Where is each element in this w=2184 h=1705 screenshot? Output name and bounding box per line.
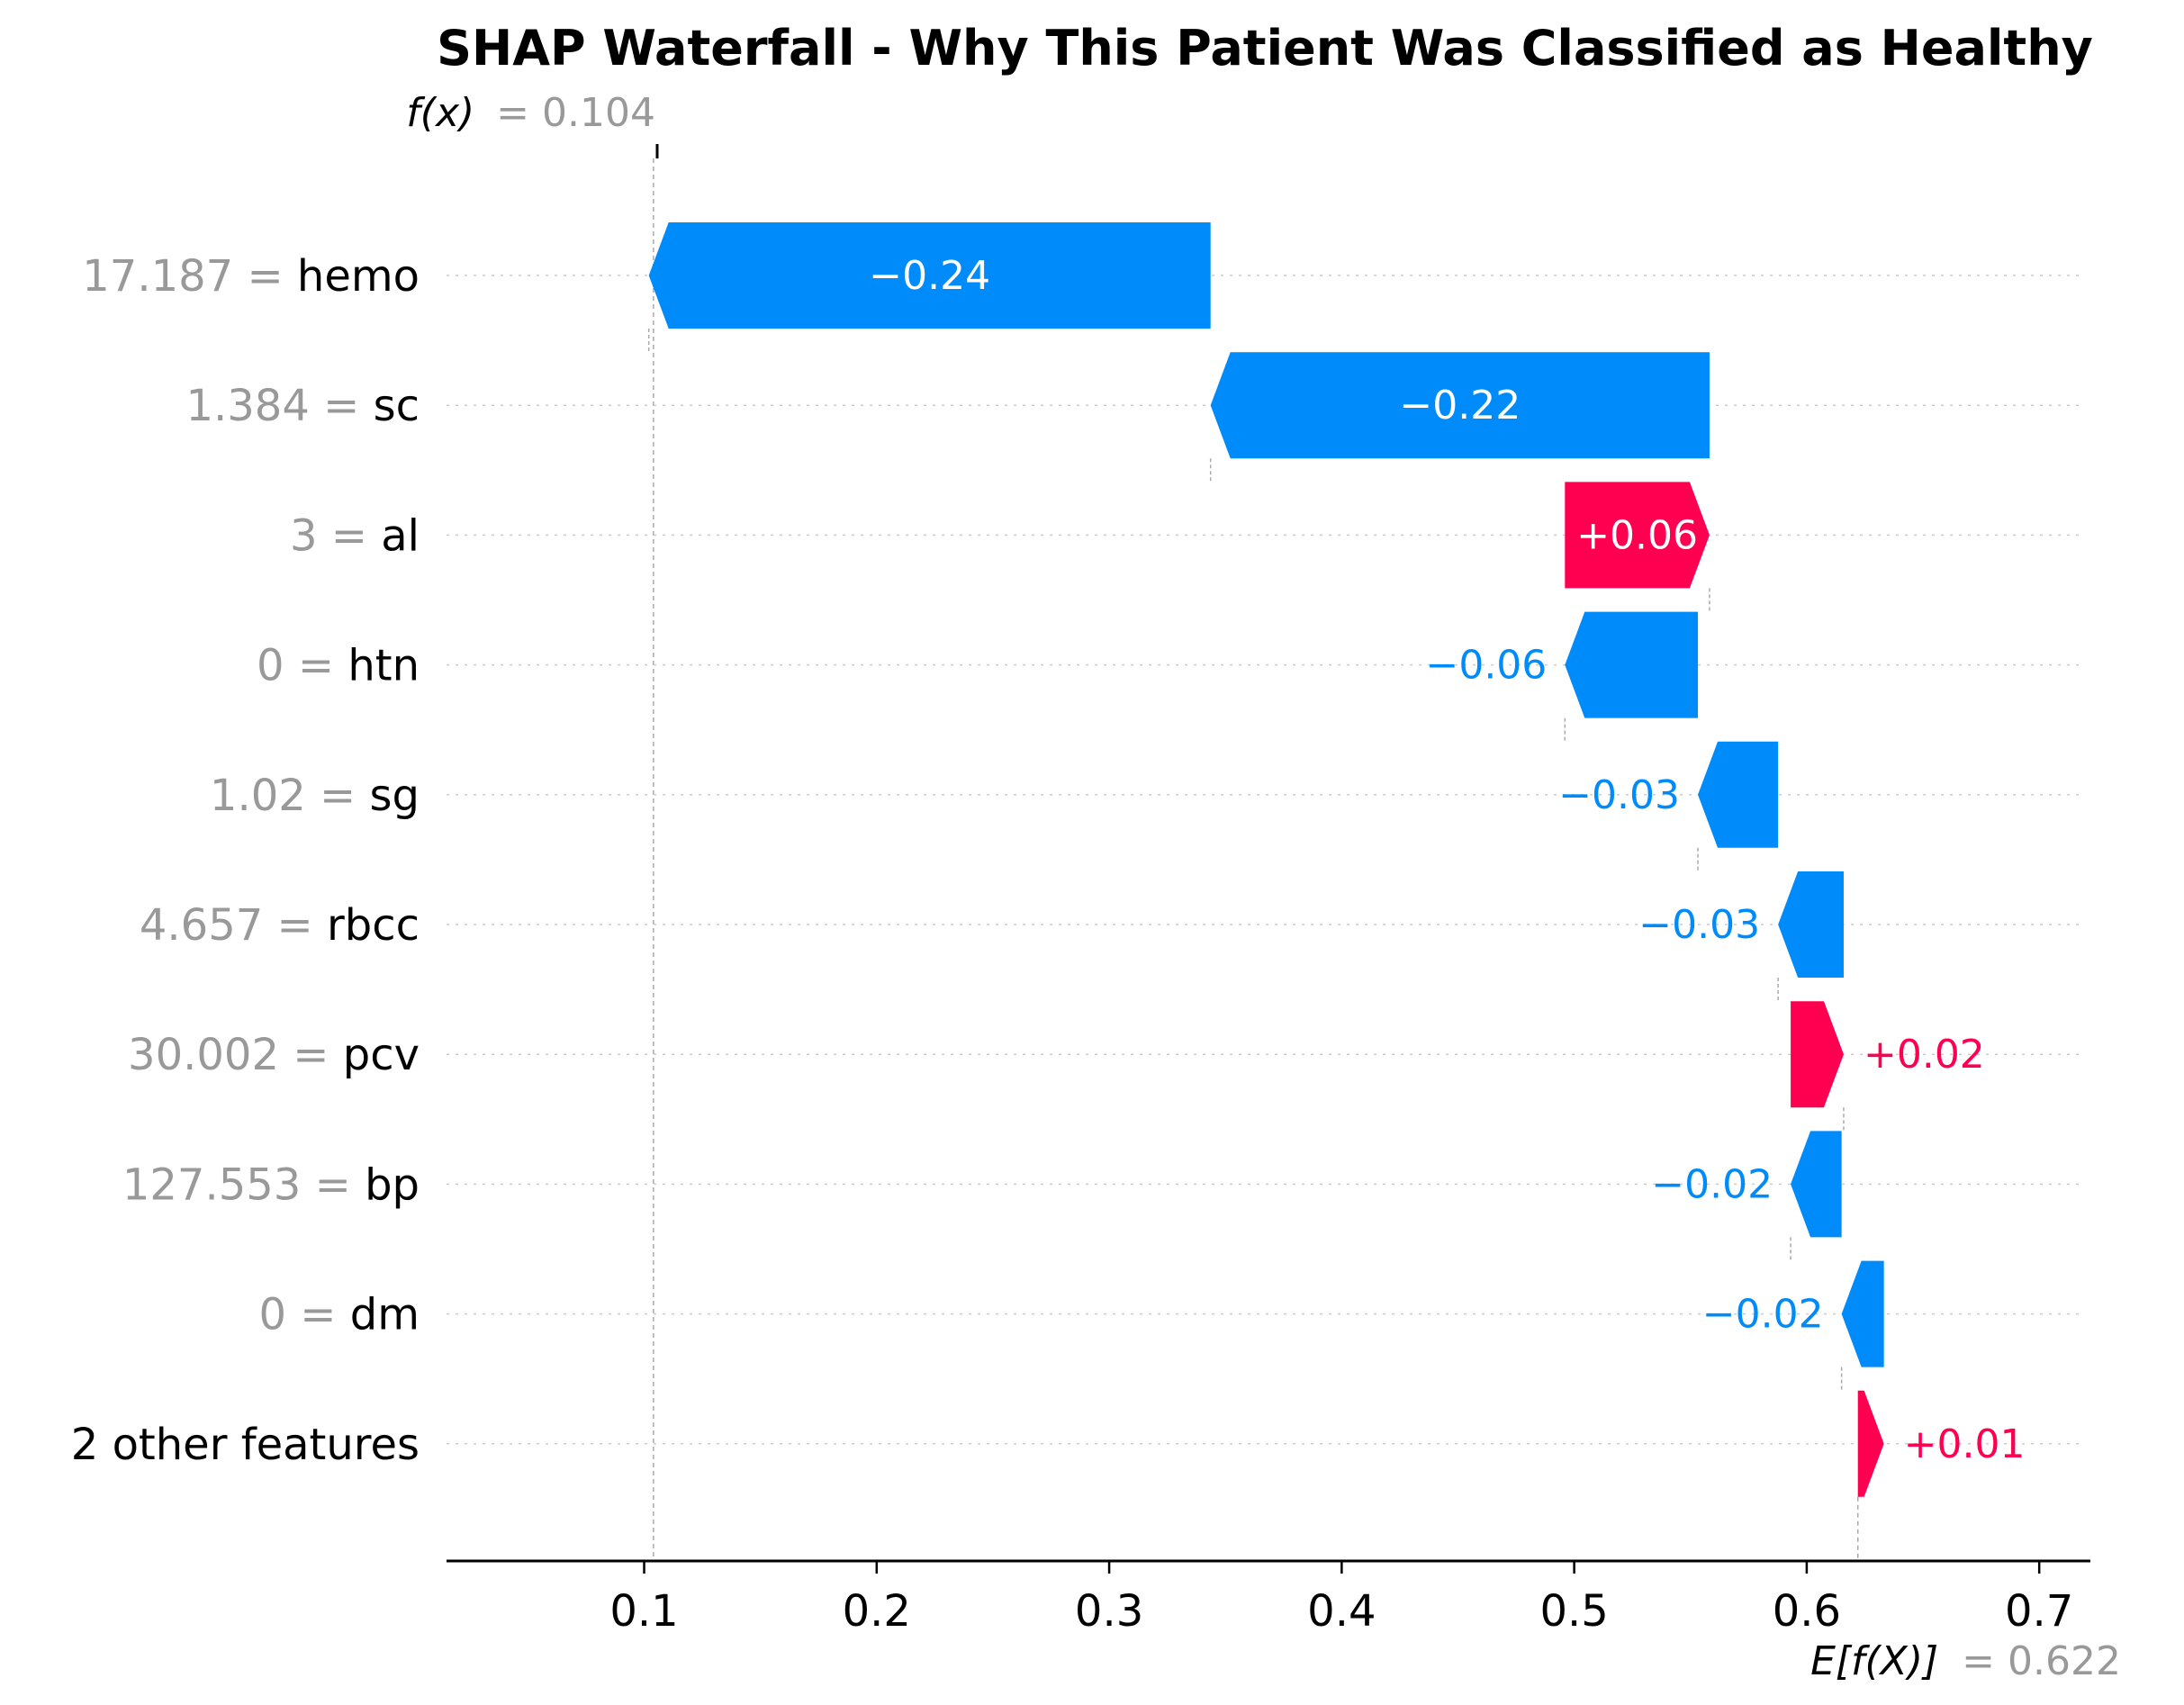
feature-name: htn	[347, 641, 420, 691]
feature-label-2-other-features: 2 other features	[71, 1420, 420, 1470]
expected-symbol: E[f(X)]	[1810, 1638, 1938, 1684]
value-label-sc: −0.22	[1399, 383, 1521, 429]
bar-dm	[1841, 1260, 1884, 1367]
value-label-hemo: −0.24	[869, 253, 990, 299]
feature-label-bp: 127.553 = bp	[122, 1159, 420, 1210]
feature-name: pcv	[343, 1030, 420, 1080]
x-tick-label: 0.3	[1075, 1586, 1143, 1637]
feature-name: hemo	[297, 251, 420, 302]
value-labels: −0.24 −0.22 +0.06 −0.06 −0.03 −0.03 +0.02 −0.02…	[869, 253, 2025, 1467]
feature-value: 0 =	[257, 641, 347, 691]
x-ticks: 0.1 0.2 0.3 0.4 0.5 0.6 0.7	[609, 1561, 2073, 1637]
feature-value: 127.553 =	[122, 1159, 365, 1210]
fx-symbol: f(x)	[406, 90, 474, 136]
x-tick-label: 0.4	[1307, 1586, 1376, 1637]
feature-value: 4.657 =	[140, 900, 327, 951]
expected-value-label: E[f(X)] = 0.622	[1810, 1638, 2121, 1684]
feature-label-htn: 0 = htn	[257, 641, 420, 691]
x-tick-label: 0.7	[2005, 1586, 2073, 1637]
x-axis: 0.1 0.2 0.3 0.4 0.5 0.6 0.7	[447, 1559, 2090, 1637]
x-tick-label: 0.5	[1539, 1586, 1608, 1637]
bar-hemo	[648, 222, 1211, 329]
feature-label-sc: 1.384 = sc	[185, 381, 420, 431]
feature-value: 1.02 =	[210, 771, 370, 821]
feature-label-rbcc: 4.657 = rbcc	[140, 900, 420, 951]
feature-label-pcv: 30.002 = pcv	[128, 1030, 420, 1080]
feature-name: al	[381, 510, 420, 561]
value-label-rbcc: −0.03	[1638, 902, 1760, 948]
bar-al	[1565, 482, 1710, 589]
guide-lines	[647, 158, 1859, 1561]
expected-value: = 0.622	[1962, 1638, 2121, 1684]
value-label-al: +0.06	[1576, 512, 1698, 558]
feature-value: 0 =	[258, 1290, 349, 1340]
feature-value: 3 =	[290, 510, 381, 561]
value-label-bp: −0.02	[1651, 1161, 1773, 1207]
feature-name: sg	[370, 771, 420, 821]
value-label-htn: −0.06	[1425, 643, 1547, 689]
x-tick-label: 0.6	[1773, 1586, 1841, 1637]
feature-name: rbcc	[327, 900, 420, 951]
bar-bp	[1791, 1131, 1842, 1238]
feature-labels: 17.187 = hemo 1.384 = sc 3 = al 0 = htn 1.02…	[71, 251, 420, 1470]
x-tick-label: 0.1	[609, 1586, 678, 1637]
feature-name: bp	[365, 1159, 420, 1210]
feature-value: 17.187 =	[82, 251, 297, 302]
value-label-sg: −0.03	[1558, 772, 1680, 818]
x-tick-label: 0.2	[843, 1586, 911, 1637]
feature-label-al: 3 = al	[290, 510, 420, 561]
value-label-2-other-features: +0.01	[1904, 1421, 2026, 1467]
feature-label-dm: 0 = dm	[258, 1290, 420, 1340]
bar-pcv	[1791, 1001, 1844, 1108]
svg-text:f(x) = 0.104: f(x) = 0.104	[406, 90, 655, 136]
bar-2-other-features	[1857, 1390, 1884, 1497]
feature-name: sc	[374, 381, 420, 431]
feature-name: 2 other features	[71, 1420, 420, 1470]
bar-rbcc	[1778, 871, 1844, 978]
feature-value: 30.002 =	[128, 1030, 343, 1080]
feature-name: dm	[350, 1290, 420, 1340]
feature-label-hemo: 17.187 = hemo	[82, 251, 420, 302]
chart-title: SHAP Waterfall - Why This Patient Was Cl…	[437, 20, 2093, 77]
value-label-pcv: +0.02	[1864, 1032, 1985, 1078]
svg-text:E[f(X)] = 0.622: E[f(X)] = 0.622	[1810, 1638, 2121, 1684]
bar-htn	[1565, 611, 1699, 718]
bar-sg	[1698, 741, 1779, 848]
feature-value: 1.384 =	[185, 381, 373, 431]
value-label-dm: −0.02	[1702, 1292, 1824, 1338]
bars	[648, 222, 1884, 1497]
fx-value: = 0.104	[496, 90, 655, 136]
fx-label: f(x) = 0.104	[406, 90, 655, 136]
feature-label-sg: 1.02 = sg	[210, 771, 420, 821]
bar-sc	[1210, 352, 1710, 459]
